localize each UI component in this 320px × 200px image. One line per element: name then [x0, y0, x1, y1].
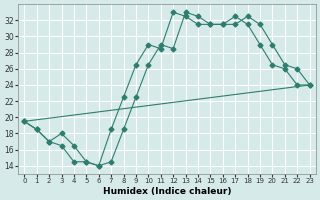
X-axis label: Humidex (Indice chaleur): Humidex (Indice chaleur): [103, 187, 231, 196]
